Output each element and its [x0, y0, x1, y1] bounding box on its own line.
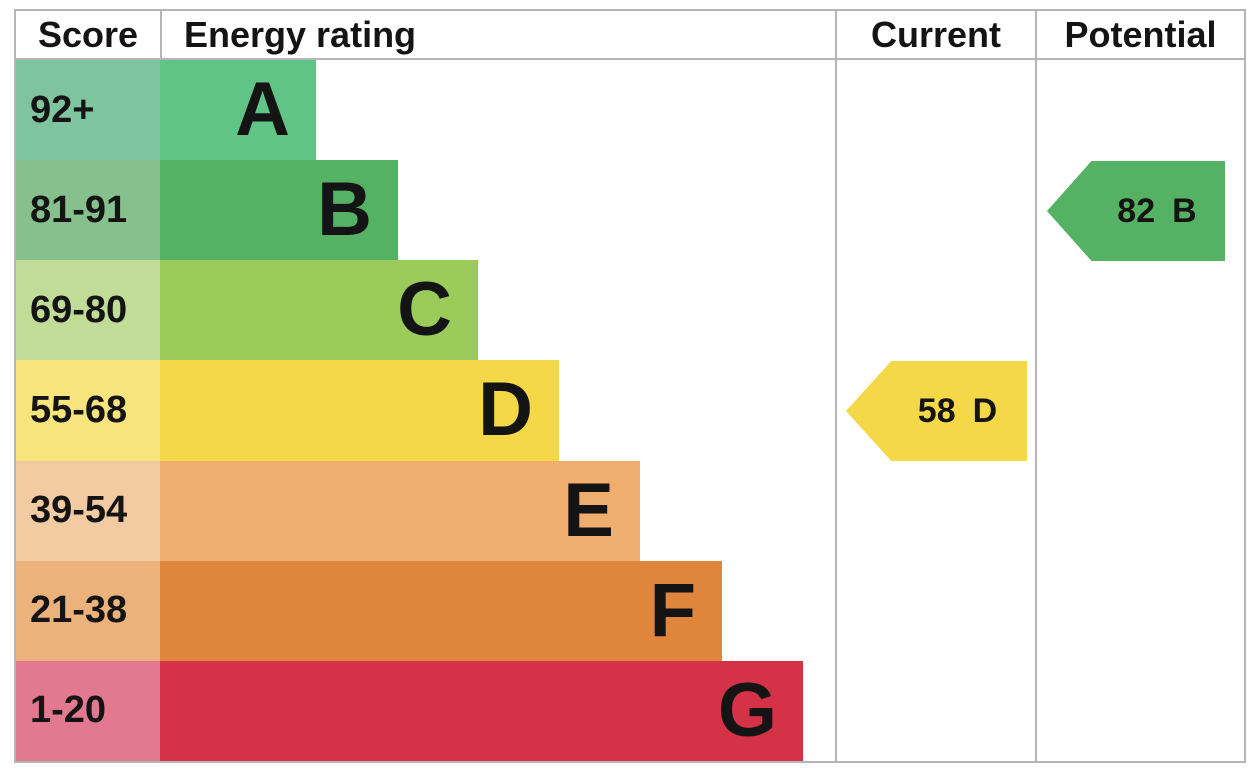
band-bar-b: B [160, 160, 398, 261]
band-row-g: 1-20 G [16, 660, 1244, 761]
band-row-a: 92+ A [16, 60, 1244, 161]
current-rating-arrow: 58 D [846, 361, 1027, 461]
potential-rating-score: 82 [1117, 191, 1156, 230]
band-bar-g: G [160, 660, 803, 761]
current-rating-score: 58 [917, 391, 956, 430]
epc-table: Score Energy rating Current Potential 92… [14, 9, 1246, 763]
band-letter-a: A [235, 67, 290, 153]
band-row-f: 21-38 F [16, 560, 1244, 661]
band-row-b: 81-91 B [16, 160, 1244, 261]
band-score-range-e: 39-54 [16, 460, 160, 561]
band-letter-g: G [717, 667, 777, 753]
column-header-score: Score [37, 13, 139, 55]
band-letter-f: F [649, 567, 696, 653]
current-column-divider [835, 11, 837, 761]
potential-column-divider [1035, 11, 1037, 761]
band-score-range-g: 1-20 [16, 660, 160, 761]
current-rating-letter: D [972, 391, 998, 430]
band-letter-e: E [563, 467, 614, 553]
band-bar-d: D [160, 360, 559, 461]
potential-rating-letter: B [1172, 191, 1197, 230]
band-letter-b: B [317, 167, 372, 253]
header-divider [16, 58, 1244, 60]
band-bar-a: A [160, 60, 316, 161]
band-score-range-d: 55-68 [16, 360, 160, 461]
band-letter-c: C [397, 267, 452, 353]
band-score-range-c: 69-80 [16, 260, 160, 361]
band-row-c: 69-80 C [16, 260, 1244, 361]
band-score-range-b: 81-91 [16, 160, 160, 261]
band-score-range-f: 21-38 [16, 560, 160, 661]
band-row-d: 55-68 D [16, 360, 1244, 461]
band-bar-f: F [160, 560, 722, 661]
column-header-potential: Potential [1064, 13, 1217, 55]
column-header-energy-rating: Energy rating [184, 13, 417, 55]
band-letter-d: D [478, 367, 533, 453]
band-score-range-a: 92+ [16, 60, 160, 161]
band-row-e: 39-54 E [16, 460, 1244, 561]
score-column-divider [160, 11, 162, 58]
band-bar-c: C [160, 260, 478, 361]
band-rows: 92+ A 81-91 B 69-80 C 55-68 [16, 60, 1244, 761]
column-header-current: Current [870, 13, 1001, 55]
band-bar-e: E [160, 460, 640, 561]
